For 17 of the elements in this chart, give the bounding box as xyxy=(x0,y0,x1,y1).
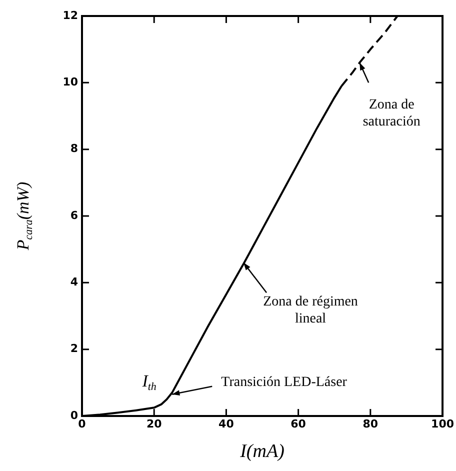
y-tick-label: 12 xyxy=(62,8,78,22)
y-tick-label: 6 xyxy=(70,208,78,222)
y-tick-label: 8 xyxy=(70,142,78,156)
annotation: Zona de saturación xyxy=(362,97,420,130)
x-tick-label: 60 xyxy=(290,417,306,430)
x-tick-label: 100 xyxy=(431,417,454,430)
y-tick-label: 2 xyxy=(70,342,78,356)
y-tick-label: 0 xyxy=(70,408,78,422)
y-axis-title: Pcara(mW) xyxy=(13,182,35,252)
x-axis-title: I(mA) xyxy=(239,441,284,462)
annotation: Zona de régimen lineal xyxy=(263,294,358,326)
y-tick-label: 10 xyxy=(62,76,78,89)
y-tick-label: 4 xyxy=(70,276,78,289)
x-tick-label: 20 xyxy=(146,417,162,430)
x-tick-label: 80 xyxy=(362,417,378,430)
annotation: Transición LED-Láser xyxy=(221,375,348,390)
x-tick-label: 40 xyxy=(218,417,234,430)
